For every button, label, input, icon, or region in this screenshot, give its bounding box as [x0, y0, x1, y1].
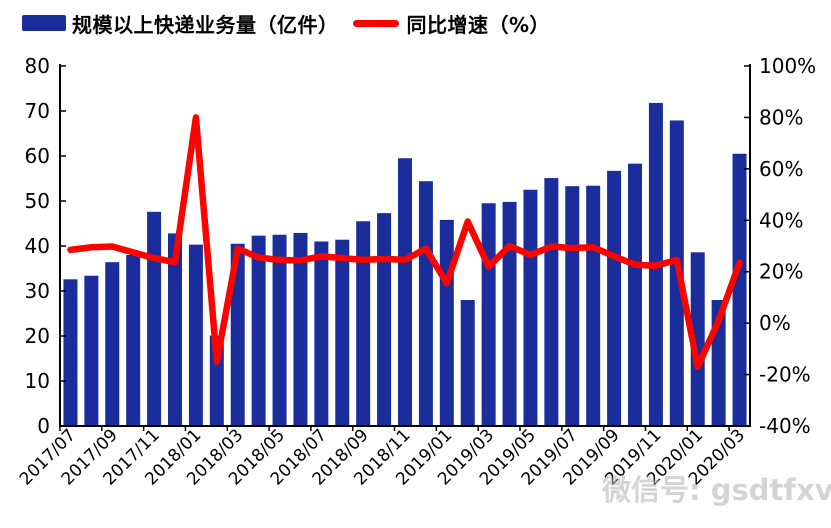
bar-2018/01: [188, 244, 203, 426]
bar-2018/09: [356, 221, 371, 426]
bar-2019/02: [460, 300, 475, 426]
left-axis-tick-label: 50: [25, 189, 50, 213]
right-axis-tick-label: -40%: [759, 414, 811, 438]
right-axis-tick-label: 60%: [759, 157, 803, 181]
bar-2017/12: [168, 233, 182, 426]
line-series-swatch-icon: [352, 19, 399, 27]
bar-2018/05: [272, 234, 287, 426]
left-axis-tick-label: 60: [25, 144, 50, 168]
left-axis-tick-label: 20: [25, 324, 50, 348]
bar-2018/11: [398, 158, 412, 426]
legend-item-line-series: 同比增速（%）: [352, 9, 551, 38]
bar-2018/12: [418, 181, 433, 426]
bar-2018/07: [314, 241, 329, 426]
left-axis-tick-label: 0: [37, 414, 50, 438]
bar-2017/09: [105, 262, 120, 426]
right-axis-tick-label: 100%: [759, 54, 816, 78]
bar-2018/10: [377, 213, 392, 426]
bar-series-swatch-icon: [22, 15, 66, 31]
right-axis-tick-label: 20%: [759, 260, 803, 284]
legend-item-bar-series: 规模以上快递业务量（亿件）: [22, 9, 339, 38]
bar-series-label: 规模以上快递业务量（亿件）: [72, 12, 339, 37]
bar-2019/09: [607, 170, 622, 426]
bar-2019/07: [565, 186, 580, 426]
right-axis-tick-label: 0%: [759, 311, 791, 335]
bar-2019/10: [628, 163, 642, 426]
bar-2018/04: [251, 235, 266, 426]
left-axis-tick-label: 30: [25, 279, 50, 303]
line-series-label: 同比增速（%）: [406, 12, 551, 37]
left-axis-tick-label: 40: [25, 234, 50, 258]
bar-2019/05: [523, 189, 538, 426]
bar-2017/11: [147, 211, 162, 426]
bar-2018/06: [293, 232, 308, 426]
bar-2017/10: [126, 255, 141, 426]
bar-2020/03: [732, 153, 747, 426]
bar-2019/04: [502, 201, 517, 426]
bar-2017/07: [63, 279, 78, 426]
chart-legend: 规模以上快递业务量（亿件） 同比增速（%）: [22, 9, 551, 38]
right-axis-tick-label: 80%: [759, 105, 803, 129]
bar-2019/06: [544, 178, 559, 426]
left-axis-tick-label: 10: [25, 369, 50, 393]
bar-2019/01: [439, 219, 454, 426]
right-axis-tick-label: -20%: [759, 363, 811, 387]
bar-2018/08: [335, 239, 350, 426]
bar-2018/03: [230, 243, 245, 426]
yoy-growth-line: [67, 114, 743, 371]
right-axis-tick-label: 40%: [759, 208, 803, 232]
bar-2019/03: [481, 203, 496, 426]
bar-2019/08: [586, 185, 601, 426]
left-axis-tick-label: 80: [25, 54, 50, 78]
bar-2017/08: [84, 275, 99, 426]
left-axis-tick-label: 70: [25, 99, 50, 123]
bar-2020/01: [690, 252, 705, 426]
